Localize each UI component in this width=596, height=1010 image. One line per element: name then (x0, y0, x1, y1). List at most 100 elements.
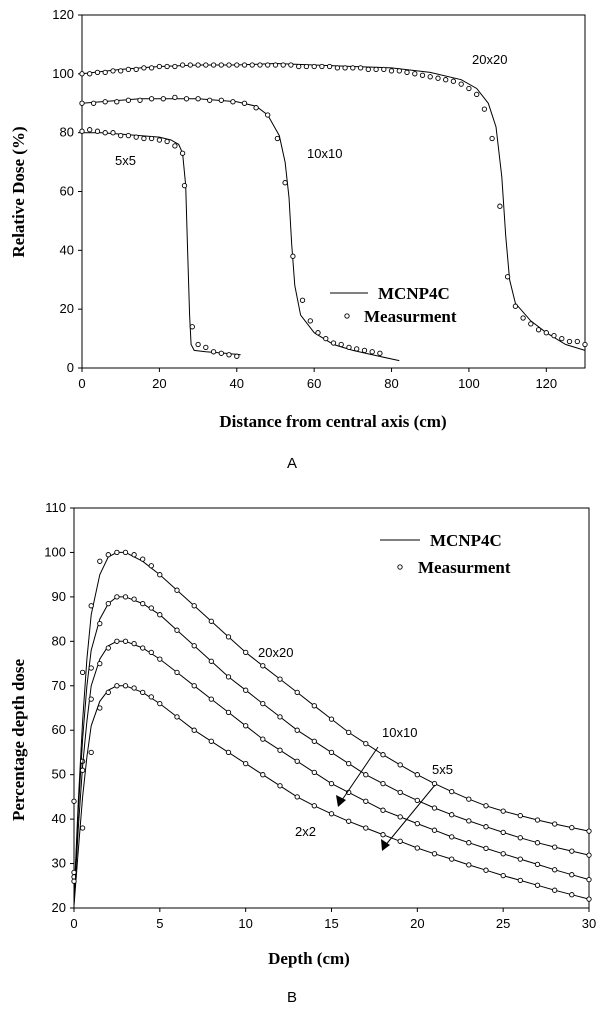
panel-b-measurement-point-5x5 (397, 814, 403, 820)
panel-a-measurement-point-10x10 (148, 96, 155, 102)
panel-b-measurement-point-20x20 (71, 798, 77, 804)
panel-b-measurement-point-2x2 (294, 794, 300, 800)
panel-b-measurement-point-5x5 (79, 767, 86, 773)
panel-a-measurement-point-20x20 (179, 62, 186, 68)
panel-a-series-label-5x5: 5x5 (115, 153, 136, 168)
panel-b-legend-label-mcnp: MCNP4C (430, 531, 502, 550)
panel-b-measurement-point-5x5 (586, 876, 592, 883)
panel-b-measurement-point-5x5 (174, 669, 180, 676)
panel-b-measurement-point-10x10 (277, 714, 283, 720)
panel-a-measurement-point-5x5 (234, 353, 240, 359)
panel-a-measurement-point-10x10 (125, 97, 132, 103)
panel-b-measurement-point-10x10 (586, 852, 592, 858)
panel-a-y-tick-label: 80 (60, 125, 74, 140)
panel-b-measurement-point-5x5 (363, 798, 369, 804)
panel-b-measurement-point-2x2 (431, 851, 438, 857)
panel-a-x-tick-label: 20 (152, 376, 166, 391)
panel-b-measurement-point-5x5 (414, 820, 420, 827)
panel-b-measurement-point-5x5 (328, 780, 335, 787)
panel-b-measurement-point-20x20 (500, 808, 506, 814)
panel-b-measurement-point-10x10 (157, 612, 163, 618)
panel-a-x-tick-label: 0 (78, 376, 85, 391)
panel-a-measurement-point-5x5 (141, 135, 147, 142)
panel-b-measurement-point-20x20 (105, 552, 111, 558)
panel-a-measurement-point-10x10 (218, 97, 224, 103)
panel-a-y-tick-label: 0 (67, 360, 74, 375)
panel-b-measurement-point-10x10 (260, 700, 266, 707)
panel-a-measurement-point-20x20 (419, 72, 426, 78)
panel-a-measurement-point-20x20 (94, 69, 101, 76)
panel-a-measurement-point-20x20 (195, 62, 201, 68)
panel-a-measurement-point-5x5 (179, 150, 186, 156)
panel-b-arrowhead-5x5 (381, 839, 390, 851)
panel-b-measurement-point-10x10 (431, 805, 438, 811)
panel-b-measurement-point-10x10 (243, 687, 249, 693)
panel-a-measurement-point-10x10 (346, 344, 352, 351)
panel-b-measurement-point-20x20 (363, 740, 369, 747)
panel-b-measurement-point-2x2 (148, 694, 154, 700)
panel-a-measurement-point-20x20 (373, 66, 379, 73)
panel-b-measurement-point-20x20 (397, 762, 403, 768)
panel-b-measurement-point-5x5 (148, 649, 154, 656)
panel-b-x-tick-label: 30 (582, 916, 596, 931)
panel-b-measurement-point-5x5 (157, 656, 163, 662)
panel-b-measurement-point-10x10 (225, 674, 232, 680)
panel-a-measurement-point-10x10 (361, 347, 368, 354)
panel-b-measurement-point-20x20 (517, 812, 523, 819)
panel-a-measurement-point-5x5 (226, 352, 232, 358)
panel-b-measurement-point-2x2 (191, 727, 197, 733)
panel-b-measurement-point-2x2 (483, 867, 489, 873)
panel-b-x-axis-label: Depth (cm) (268, 949, 350, 968)
panel-b-measurement-point-20x20 (534, 817, 541, 823)
panel-a-measurement-point-20x20 (559, 335, 565, 342)
panel-a-measurement-point-10x10 (330, 340, 337, 346)
panel-a-measurement-point-20x20 (164, 63, 170, 70)
panel-b-measurement-point-20x20 (140, 556, 146, 562)
panel-a-x-tick-label: 100 (458, 376, 480, 391)
panel-a-series-label-10x10: 10x10 (307, 146, 342, 161)
panel-a-measurement-point-20x20 (110, 68, 116, 74)
panel-a-measurement-point-10x10 (290, 253, 296, 259)
panel-a-x-tick-label: 120 (535, 376, 557, 391)
panel-a-measurement-point-10x10 (102, 99, 108, 105)
panel-b-x-tick-label: 15 (324, 916, 338, 931)
panel-b-measurement-point-2x2 (174, 714, 180, 720)
panel-a-measurement-point-5x5 (133, 134, 139, 140)
panel-a-measurement-point-20x20 (497, 203, 503, 209)
panel-a-measurement-point-20x20 (210, 62, 217, 68)
panel-b-measurement-point-5x5 (88, 696, 94, 702)
panel-a-measurement-point-20x20 (326, 63, 333, 70)
panel-a-measurement-point-20x20 (272, 62, 279, 68)
panel-b-measurement-point-2x2 (79, 825, 86, 831)
panel-a-measurement-point-20x20 (148, 65, 155, 71)
panel-b-measurement-point-20x20 (148, 563, 154, 569)
panel-b-y-tick-label: 100 (44, 544, 66, 559)
panel-b-measurement-point-2x2 (277, 783, 283, 789)
panel-a-measurement-point-5x5 (164, 138, 170, 145)
panel-b-annotation-2x2: 2x2 (295, 824, 316, 839)
panel-b-y-tick-label: 20 (52, 900, 66, 915)
panel-b-y-tick-label: 110 (45, 500, 66, 515)
panel-b-measurement-point-5x5 (534, 861, 541, 868)
panel-b-measurement-point-2x2 (328, 811, 335, 817)
panel-b-measurement-point-10x10 (97, 620, 103, 627)
panel-b-measurement-point-20x20 (346, 729, 352, 736)
panel-b-measurement-point-2x2 (208, 738, 214, 744)
panel-b-measurement-point-10x10 (114, 594, 120, 600)
panel-b-measurement-point-10x10 (105, 600, 111, 607)
panel-b-measurement-point-5x5 (131, 640, 137, 647)
panel-a-measurement-point-10x10 (307, 318, 313, 324)
panel-a-measurement-point-10x10 (315, 330, 321, 336)
panel-b-measurement-point-5x5 (225, 709, 232, 716)
panel-a-measurement-point-20x20 (218, 62, 224, 68)
panel-b-measurement-point-20x20 (586, 828, 592, 834)
panel-a-measurement-point-20x20 (265, 62, 271, 68)
panel-b-measurement-point-10x10 (131, 596, 137, 602)
panel-a-measurement-point-10x10 (195, 96, 201, 102)
panel-b-y-tick-label: 90 (52, 589, 66, 604)
panel-b-measurement-point-10x10 (88, 665, 94, 671)
panel-b-annotation-20x20: 20x20 (258, 645, 293, 660)
panel-a-measurement-point-20x20 (296, 63, 302, 70)
panel-b-measurement-point-20x20 (466, 796, 472, 802)
